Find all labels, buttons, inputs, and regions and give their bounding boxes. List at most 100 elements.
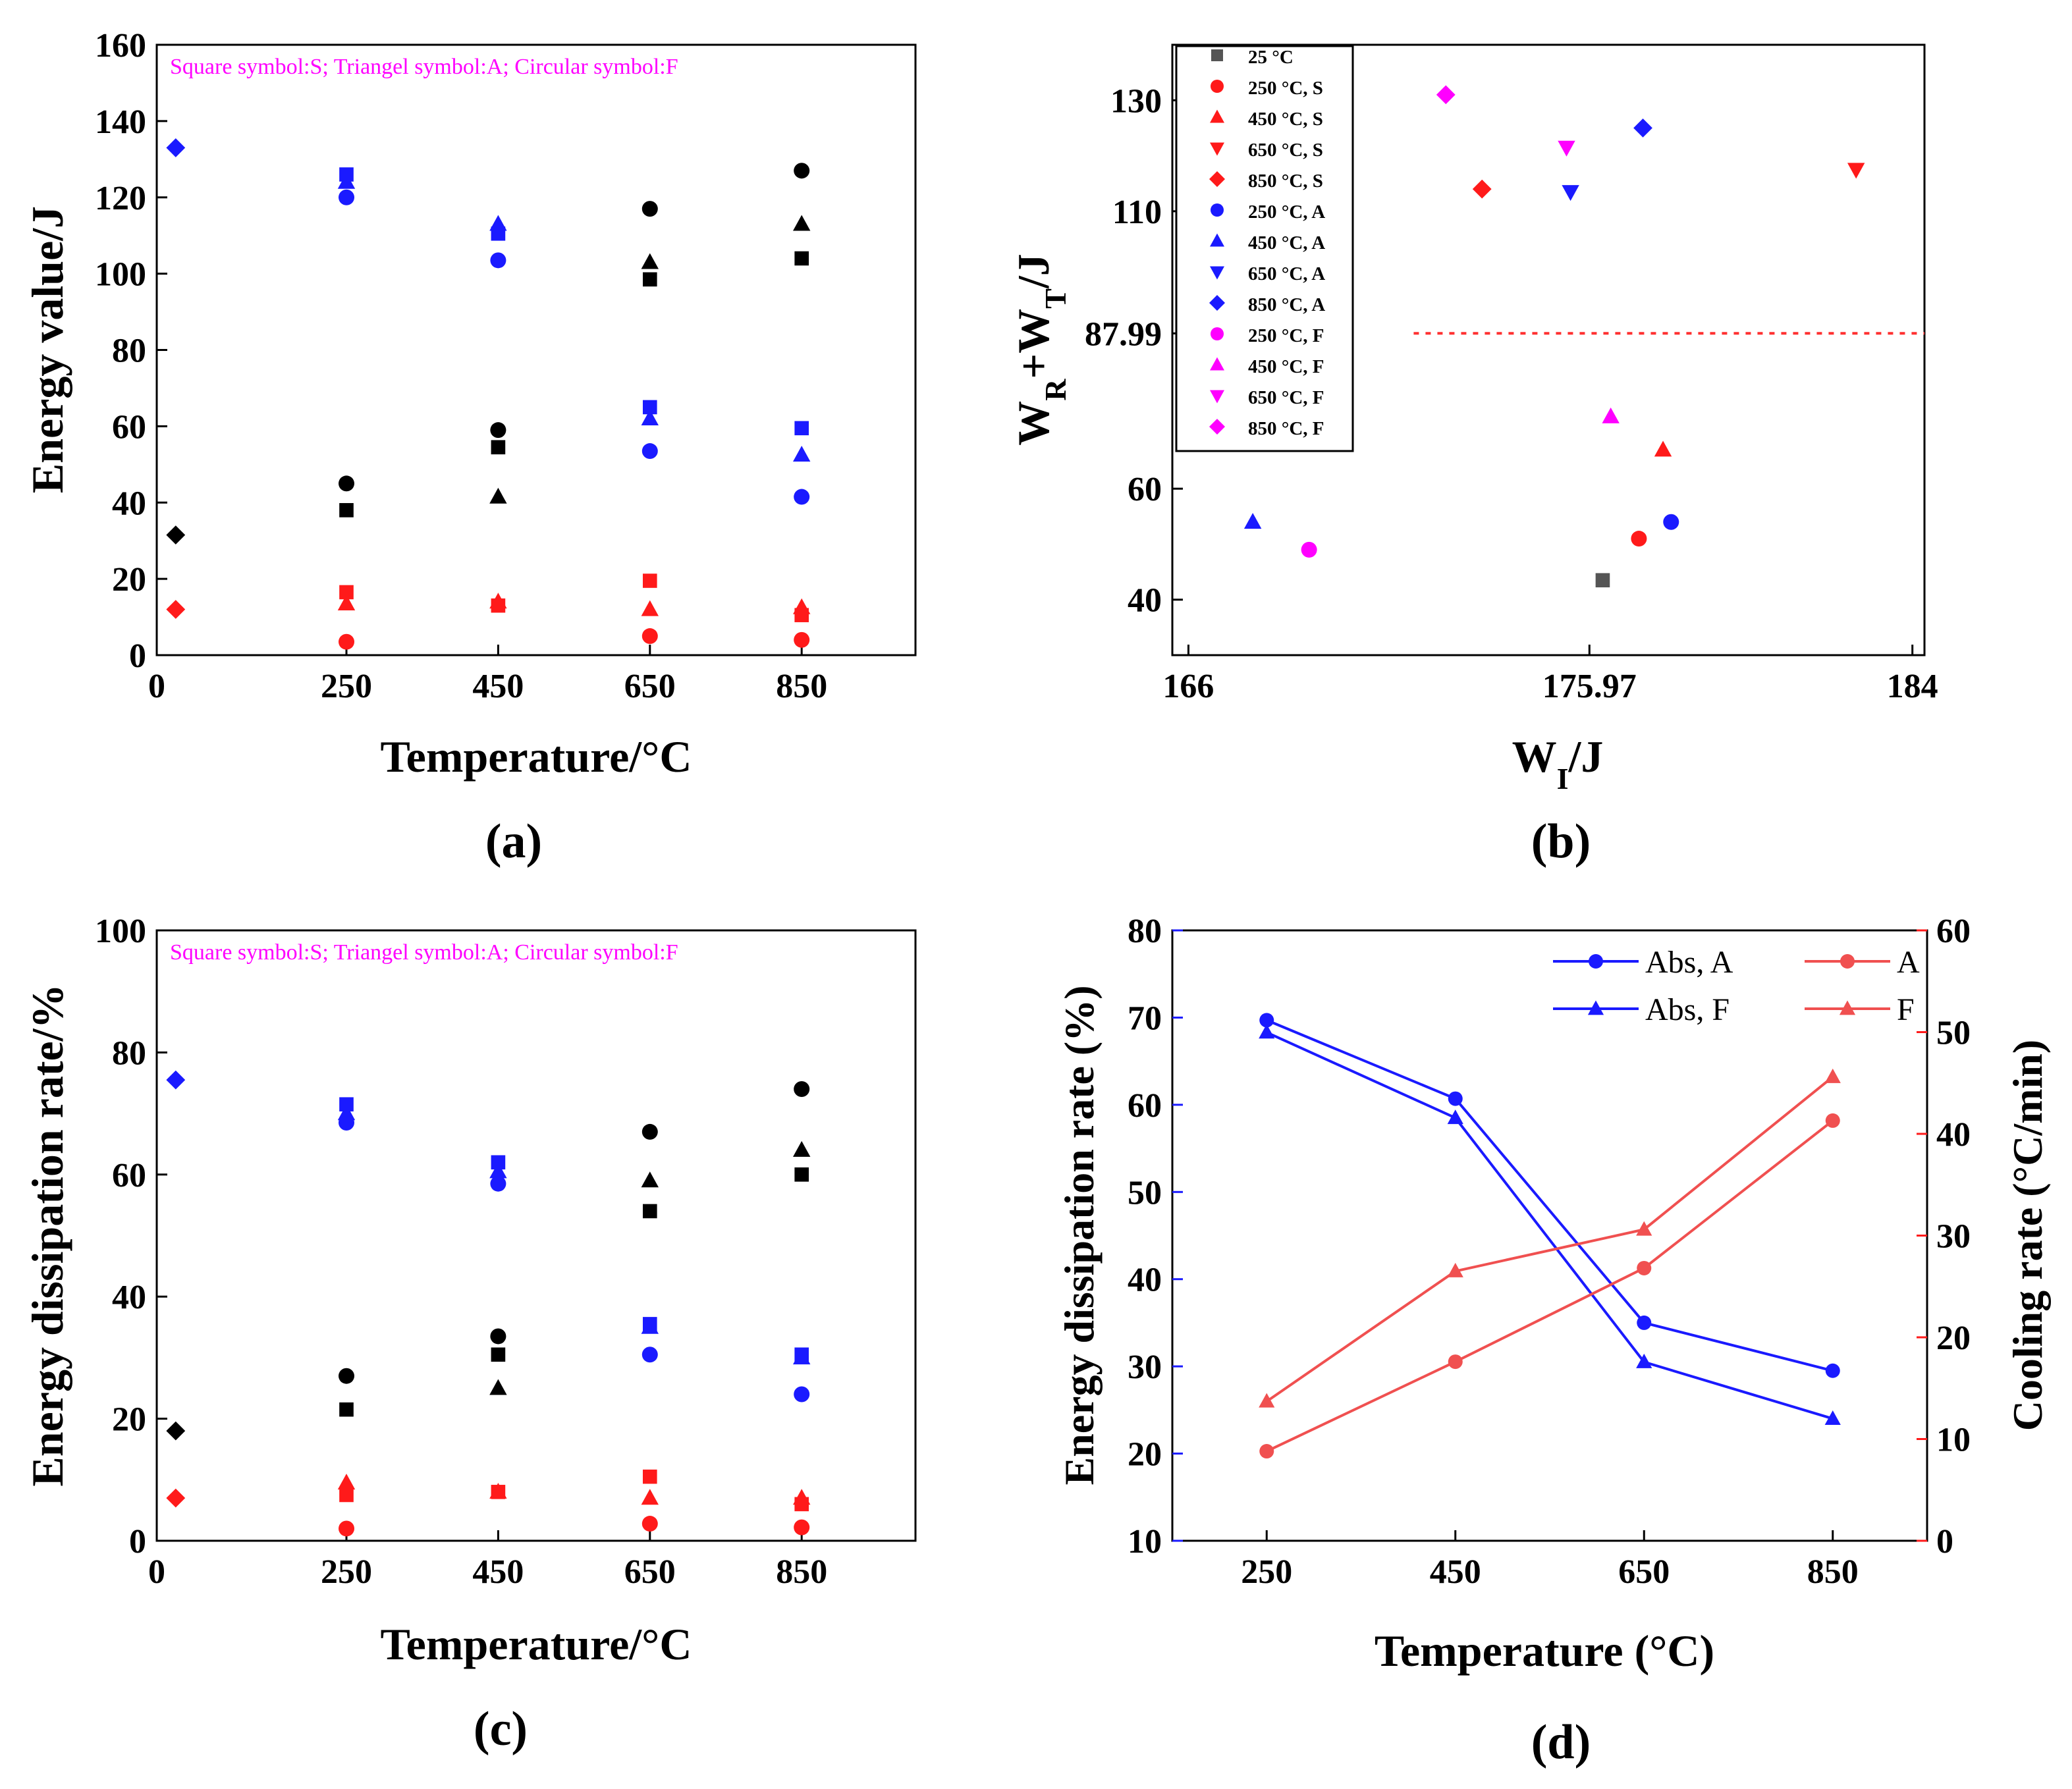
data-point-red-triangle bbox=[489, 593, 507, 609]
y2-tick-label: 10 bbox=[1936, 1422, 1971, 1459]
data-point-450 °C, A bbox=[1243, 512, 1262, 529]
legend-label: Abs, F bbox=[1645, 992, 1730, 1027]
data-point-red-square bbox=[339, 585, 354, 600]
legend-label: 650 °C, S bbox=[1248, 140, 1323, 161]
legend-marker bbox=[1840, 954, 1855, 969]
xlabel-b: WI/J bbox=[1512, 732, 1604, 795]
legend-label: Abs, A bbox=[1645, 945, 1733, 980]
x-tick-label: 850 bbox=[1807, 1553, 1859, 1591]
legend-label: 25 °C bbox=[1248, 47, 1294, 68]
data-point-F bbox=[1824, 1068, 1841, 1083]
x-tick-label: 850 bbox=[776, 668, 827, 705]
data-point-650 °C, A bbox=[1562, 185, 1579, 201]
data-point-F bbox=[1259, 1393, 1275, 1408]
data-point-blue-square bbox=[339, 1097, 354, 1111]
legend-marker bbox=[1210, 357, 1224, 371]
legend-d: Abs, A Abs, F AF bbox=[1553, 945, 1920, 1027]
data-point-blue-circle bbox=[641, 443, 658, 460]
data-point-A bbox=[1448, 1354, 1463, 1370]
y-tick-label: 130 bbox=[1110, 82, 1162, 120]
x-tick-label: 450 bbox=[1430, 1553, 1481, 1591]
legend-b: 25 °C 250 °C, S 450 °C, S 650 °C, S 850 °C, … bbox=[1209, 47, 1325, 439]
data-point-red-triangle bbox=[337, 594, 356, 610]
points-b bbox=[1243, 85, 1865, 588]
data-point-black-circle bbox=[641, 1123, 658, 1140]
legend-marker bbox=[1210, 109, 1224, 123]
data-point-Abs, F bbox=[1447, 1109, 1463, 1125]
x-tick-label: 175.97 bbox=[1542, 668, 1637, 705]
y-tick-label: 100 bbox=[95, 256, 146, 294]
x-tick-label: 0 bbox=[148, 668, 165, 705]
legend-label: 850 °C, F bbox=[1248, 418, 1324, 439]
data-point-black-square bbox=[339, 1402, 354, 1417]
data-point-red-diamond bbox=[166, 600, 186, 619]
y-tick-label: 0 bbox=[129, 1523, 146, 1561]
x-tick-label: 650 bbox=[1618, 1553, 1670, 1591]
data-point-25 °C bbox=[1595, 573, 1610, 588]
data-point-red-triangle bbox=[489, 1483, 507, 1499]
legend-label: F bbox=[1897, 992, 1915, 1027]
y-tick-label: 40 bbox=[1128, 582, 1162, 620]
y-tick-label: 20 bbox=[112, 561, 146, 599]
data-point-Abs, F bbox=[1636, 1353, 1652, 1368]
panel-a: 0 250 450 650 850 0 20 40 60 80 100 120 140 160 Squar… bbox=[22, 27, 917, 868]
data-point-red-triangle bbox=[793, 598, 811, 614]
data-point-A bbox=[1259, 1444, 1274, 1459]
data-point-blue-triangle bbox=[793, 446, 811, 462]
data-point-black-triangle bbox=[489, 1379, 507, 1395]
legend-marker bbox=[1209, 171, 1225, 187]
legend-label: 650 °C, A bbox=[1248, 263, 1325, 284]
y2-tick-label: 40 bbox=[1936, 1116, 1971, 1154]
note-a: Square symbol:S; Triangel symbol:A; Circ… bbox=[170, 55, 678, 79]
legend-label: 250 °C, S bbox=[1248, 78, 1323, 99]
data-point-red-circle bbox=[794, 1519, 810, 1535]
data-point-black-diamond bbox=[166, 1421, 186, 1441]
legend-label: 850 °C, A bbox=[1248, 294, 1325, 315]
data-point-black-circle bbox=[794, 1081, 810, 1098]
legend-label: A bbox=[1897, 945, 1920, 980]
y-tick-label: 10 bbox=[1128, 1523, 1162, 1561]
y-tick-label: 30 bbox=[1128, 1348, 1162, 1386]
lines-d bbox=[1259, 1013, 1841, 1459]
series-line-A bbox=[1266, 1119, 1834, 1453]
data-point-black-triangle bbox=[793, 215, 811, 231]
data-point-blue-circle bbox=[490, 252, 506, 269]
data-point-blue-square bbox=[794, 421, 809, 436]
legend-marker bbox=[1211, 327, 1224, 340]
y-tick-label: 40 bbox=[112, 485, 146, 522]
data-point-650 °C, F bbox=[1558, 140, 1575, 157]
y-tick-label: 40 bbox=[112, 1279, 146, 1316]
data-point-black-triangle bbox=[641, 253, 659, 269]
y-tick-label: 110 bbox=[1112, 194, 1162, 231]
y-tick-label: 100 bbox=[95, 913, 146, 950]
y-tick-label: 20 bbox=[112, 1401, 146, 1439]
x-tick-label: 250 bbox=[321, 668, 372, 705]
y-tick-label: 20 bbox=[1128, 1436, 1162, 1474]
ticks-d: 250 450 650 850 10 20 30 40 50 60 70 80 0 10 20 30 40 50 6… bbox=[1128, 913, 1971, 1591]
legend-marker bbox=[1589, 954, 1603, 969]
x-tick-label: 250 bbox=[321, 1553, 372, 1591]
x-tick-label: 250 bbox=[1241, 1553, 1292, 1591]
data-point-black-triangle bbox=[793, 1140, 811, 1157]
data-point-blue-triangle bbox=[793, 1348, 811, 1365]
data-point-blue-circle bbox=[794, 1386, 810, 1402]
x-tick-label: 0 bbox=[148, 1553, 165, 1591]
data-point-850 °C, A bbox=[1633, 119, 1652, 138]
data-point-black-circle bbox=[794, 163, 810, 179]
y-tick-label: 140 bbox=[95, 103, 146, 141]
data-point-Abs, A bbox=[1637, 1315, 1652, 1330]
data-point-Abs, F bbox=[1824, 1410, 1841, 1425]
legend-label: 250 °C, A bbox=[1248, 201, 1325, 223]
legend-label: 450 °C, S bbox=[1248, 109, 1323, 130]
data-point-red-circle bbox=[339, 1520, 354, 1537]
y2-tick-label: 50 bbox=[1936, 1015, 1971, 1052]
y-tick-label: 120 bbox=[95, 180, 146, 217]
legend-marker bbox=[1839, 1000, 1856, 1015]
data-point-blue-square bbox=[643, 400, 657, 415]
legend-marker bbox=[1210, 142, 1224, 156]
data-point-blue-triangle bbox=[489, 1162, 507, 1179]
legend-label: 650 °C, F bbox=[1248, 387, 1324, 408]
panel-label-a: (a) bbox=[485, 814, 542, 868]
ticks-c: 0 250 450 650 850 0 20 40 60 80 100 bbox=[95, 913, 827, 1591]
legend-marker bbox=[1210, 233, 1224, 247]
